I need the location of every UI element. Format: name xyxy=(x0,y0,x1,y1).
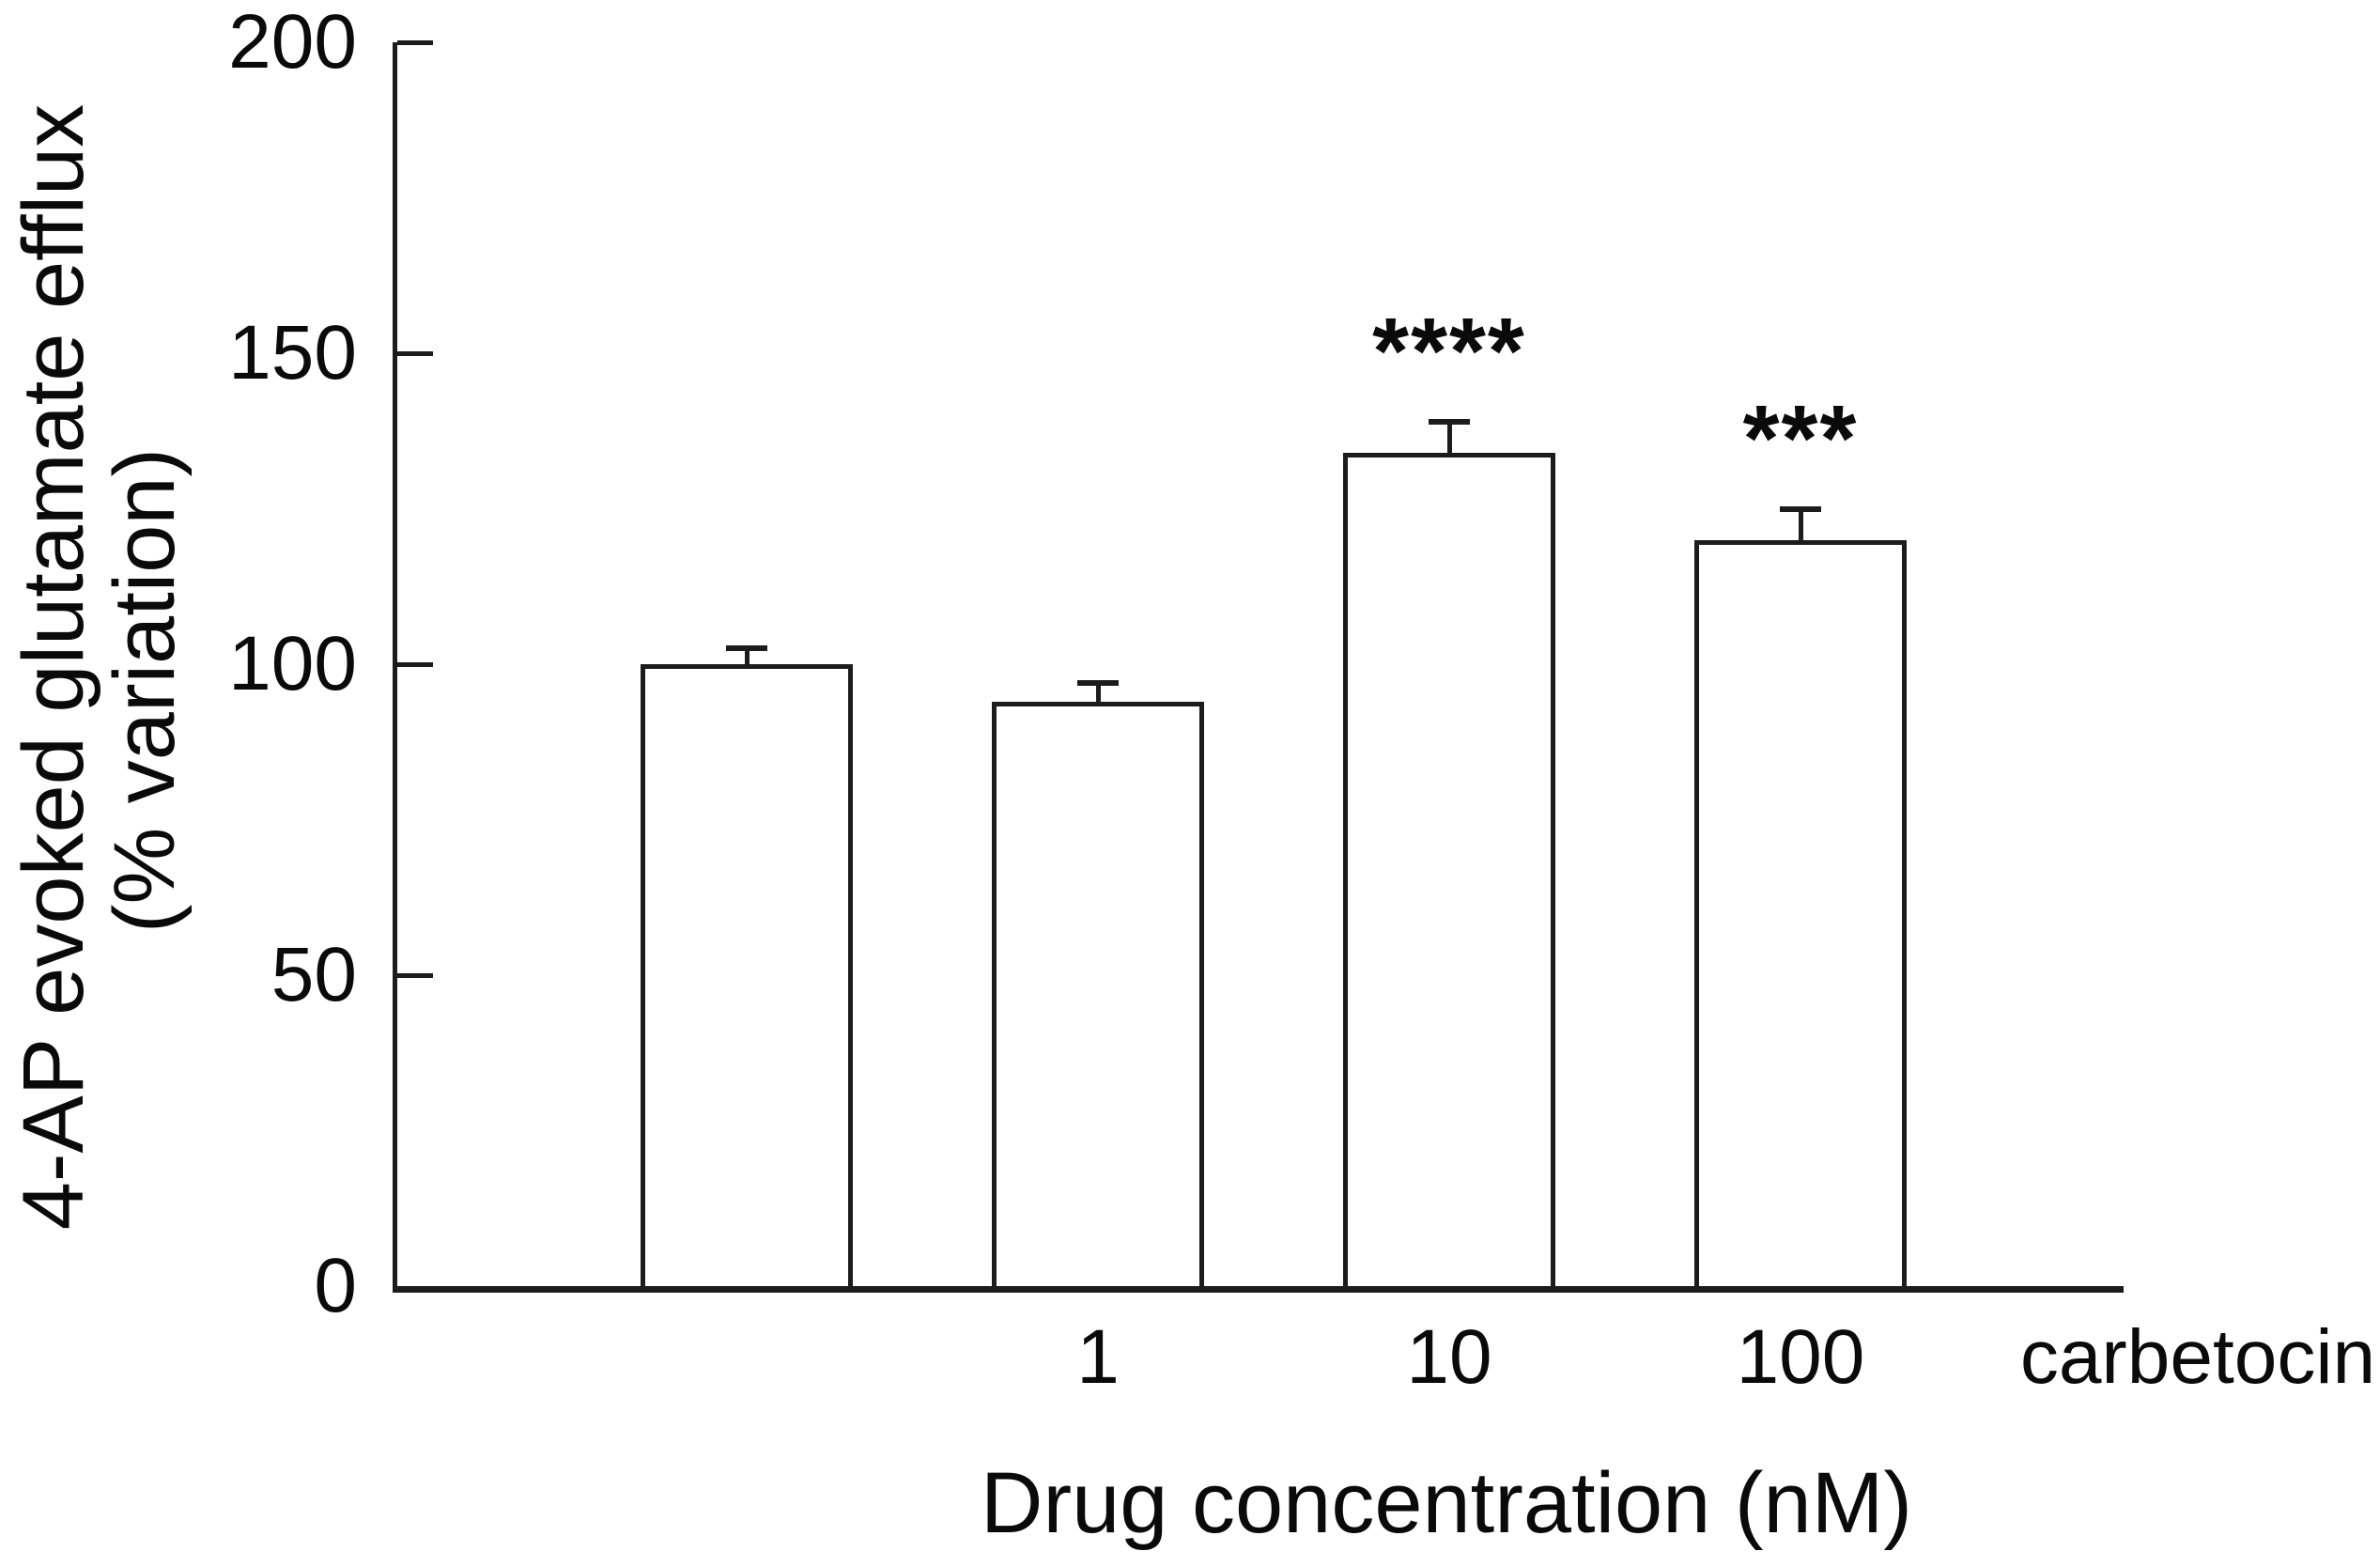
y-axis-spine xyxy=(393,42,397,1293)
x-axis-spine xyxy=(393,1286,2124,1293)
y-tick-label: 200 xyxy=(228,0,357,85)
y-axis-title-line2: (% variation) xyxy=(97,447,193,934)
error-bar-cap xyxy=(1780,505,1821,512)
error-bar-cap xyxy=(1429,418,1470,425)
y-tick-label: 0 xyxy=(314,1243,357,1328)
error-bar-line xyxy=(1096,682,1101,702)
y-tick-mark xyxy=(397,973,433,978)
y-axis-title-line1: 4-AP evoked glutamate efflux xyxy=(6,103,101,1231)
y-tick-mark xyxy=(397,40,433,45)
y-tick-label: 50 xyxy=(270,932,357,1017)
bar xyxy=(641,664,853,1286)
x-tick-label: 1 xyxy=(1076,1314,1120,1400)
x-tick-label: 100 xyxy=(1736,1314,1865,1400)
error-bar-cap xyxy=(1077,679,1119,686)
x-tick-label: 10 xyxy=(1406,1314,1492,1400)
x-axis-unit-label: carbetocin xyxy=(2019,1314,2376,1400)
bar xyxy=(1694,539,1907,1286)
bar xyxy=(992,701,1204,1286)
x-axis-title: Drug concentration (nM) xyxy=(981,1455,1912,1551)
y-tick-mark xyxy=(397,662,433,667)
error-bar-line xyxy=(1447,421,1452,453)
error-bar-line xyxy=(745,648,750,664)
significance-stars: **** xyxy=(1372,298,1526,404)
bar xyxy=(1343,452,1555,1286)
y-tick-label: 150 xyxy=(228,310,357,396)
y-tick-label: 100 xyxy=(228,621,357,706)
error-bar-line xyxy=(1799,508,1803,540)
significance-stars: *** xyxy=(1742,385,1859,491)
error-bar-cap xyxy=(726,645,767,652)
y-tick-mark xyxy=(397,351,433,356)
